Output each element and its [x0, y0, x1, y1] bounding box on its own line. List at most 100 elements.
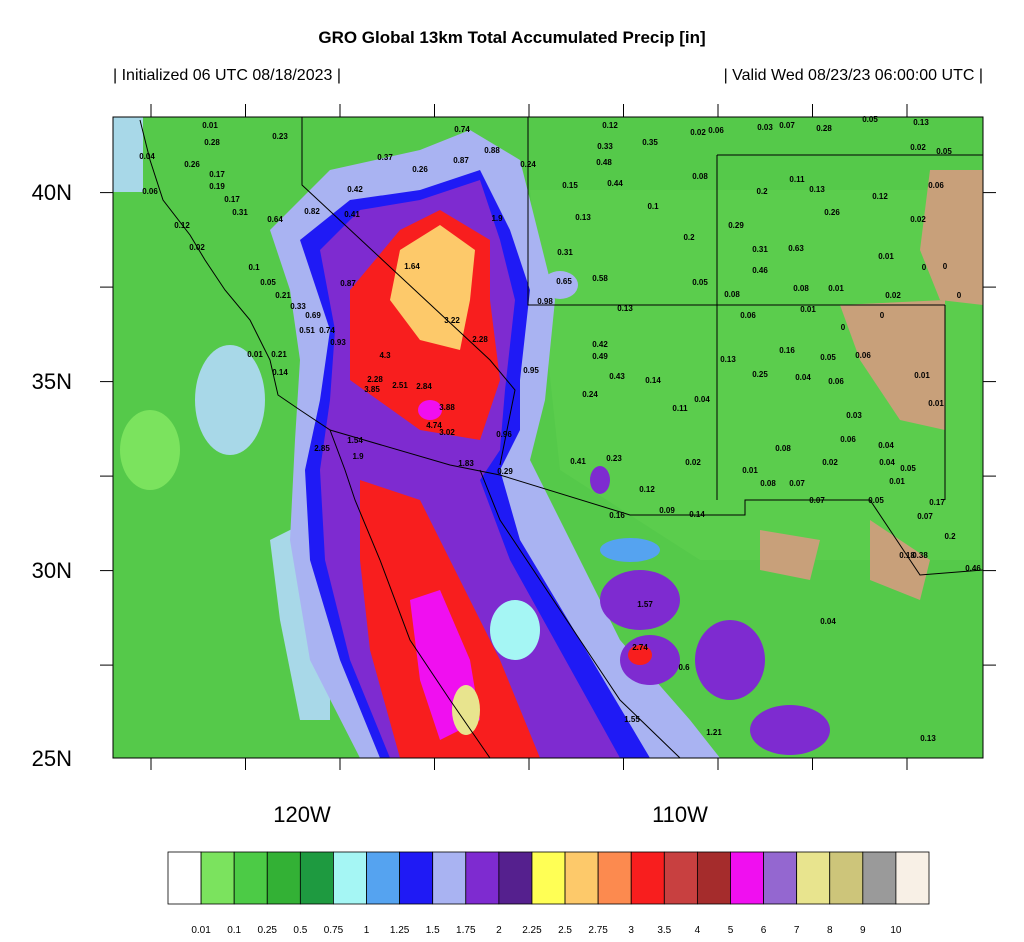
station-label: 0.05 — [936, 147, 952, 156]
colorbar-label: 0.01 — [191, 925, 211, 936]
precip-patch — [590, 466, 610, 494]
station-label: 0.98 — [537, 297, 553, 306]
station-label: 1.64 — [404, 262, 420, 271]
station-label: 0.46 — [965, 564, 981, 573]
colorbar-label: 3.5 — [657, 925, 671, 936]
colorbar-label: 1 — [364, 925, 370, 936]
colorbar-box — [663, 851, 698, 905]
lat-label: 40N — [32, 180, 72, 205]
valid-label: | Valid Wed 08/23/23 06:00:00 UTC | — [724, 67, 983, 84]
station-label: 0.88 — [484, 146, 500, 155]
colorbar-box — [432, 851, 467, 905]
station-label: 0.96 — [496, 430, 512, 439]
station-label: 0.01 — [742, 466, 758, 475]
station-label: 0.01 — [889, 477, 905, 486]
station-label: 0.24 — [520, 160, 536, 169]
station-label: 0.42 — [347, 185, 363, 194]
station-label: 4.74 — [426, 421, 442, 430]
colorbar-box — [266, 851, 301, 905]
station-label: 0.14 — [272, 368, 288, 377]
station-label: 0.05 — [900, 464, 916, 473]
station-label: 1.57 — [637, 600, 653, 609]
station-label: 0.05 — [260, 278, 276, 287]
lat-label: 35N — [32, 369, 72, 394]
station-label: 0.31 — [557, 248, 573, 257]
station-label: 0.02 — [885, 291, 901, 300]
colorbar-label: 2 — [496, 925, 502, 936]
colorbar-box — [630, 851, 665, 905]
station-label: 0.26 — [184, 160, 200, 169]
station-label: 0.2 — [944, 532, 956, 541]
station-label: 0.12 — [872, 192, 888, 201]
station-label: 0.08 — [793, 284, 809, 293]
station-label: 0.04 — [694, 395, 710, 404]
station-label: 0.17 — [929, 498, 945, 507]
station-label: 0.13 — [920, 734, 936, 743]
station-label: 0.17 — [224, 195, 240, 204]
station-label: 0.02 — [685, 458, 701, 467]
station-label: 0.26 — [824, 208, 840, 217]
station-label: 0.11 — [789, 175, 805, 184]
colorbar-label: 9 — [860, 925, 866, 936]
station-label: 0.09 — [659, 506, 675, 515]
station-label: 0.06 — [828, 377, 844, 386]
station-label: 0.01 — [828, 284, 844, 293]
station-label: 0.64 — [267, 215, 283, 224]
precip-patch — [542, 271, 578, 299]
station-label: 0.31 — [752, 245, 768, 254]
colorbar-box — [167, 851, 202, 905]
lat-label: 30N — [32, 558, 72, 583]
station-label: 0.08 — [775, 444, 791, 453]
precip-patch — [600, 538, 660, 562]
station-label: 0.04 — [879, 458, 895, 467]
station-label: 0.93 — [330, 338, 346, 347]
colorbar-box — [299, 851, 334, 905]
station-label: 0 — [922, 263, 927, 272]
station-label: 0.06 — [840, 435, 856, 444]
station-label: 0.13 — [617, 304, 633, 313]
colorbar-box — [200, 851, 235, 905]
ocean — [113, 117, 143, 192]
station-label: 0.87 — [340, 279, 356, 288]
station-label: 0.04 — [820, 617, 836, 626]
colorbar-label: 0.75 — [324, 925, 344, 936]
station-label: 2.84 — [416, 382, 432, 391]
colorbar-label: 2.25 — [522, 925, 542, 936]
colorbar-label: 0.5 — [293, 925, 307, 936]
colorbar-label: 2.75 — [588, 925, 608, 936]
precip-core — [390, 225, 475, 350]
colorbar-label: 5 — [728, 925, 734, 936]
station-label: 0.42 — [592, 340, 608, 349]
dry-area — [760, 530, 820, 580]
station-label: 0.01 — [914, 371, 930, 380]
station-label: 0.49 — [592, 352, 608, 361]
init-label: | Initialized 06 UTC 08/18/2023 | — [113, 67, 341, 84]
station-label: 0.07 — [917, 512, 933, 521]
station-label: 0.43 — [609, 372, 625, 381]
station-label: 0.26 — [412, 165, 428, 174]
station-label: 0.28 — [204, 138, 220, 147]
precip-patch — [750, 705, 830, 755]
colorbar-label: 4 — [695, 925, 701, 936]
station-label: 0.02 — [822, 458, 838, 467]
dry-area — [920, 170, 983, 305]
land-band — [120, 410, 180, 490]
station-label: 1.55 — [624, 715, 640, 724]
station-label: 0.35 — [642, 138, 658, 147]
station-label: 0.17 — [209, 170, 225, 179]
station-label: 1.9 — [352, 452, 364, 461]
station-label: 0.25 — [752, 370, 768, 379]
station-label: 3.85 — [364, 385, 380, 394]
station-label: 0.58 — [592, 274, 608, 283]
station-label: 0.01 — [878, 252, 894, 261]
station-label: 0.02 — [910, 215, 926, 224]
station-label: 0.29 — [728, 221, 744, 230]
station-label: 0.44 — [607, 179, 623, 188]
land-band — [530, 190, 980, 560]
colorbar-label: 1.5 — [426, 925, 440, 936]
station-label: 0.02 — [910, 143, 926, 152]
station-label: 1.83 — [458, 459, 474, 468]
colorbar-box — [366, 851, 401, 905]
station-label: 0.1 — [248, 263, 260, 272]
station-label: 0.08 — [724, 290, 740, 299]
